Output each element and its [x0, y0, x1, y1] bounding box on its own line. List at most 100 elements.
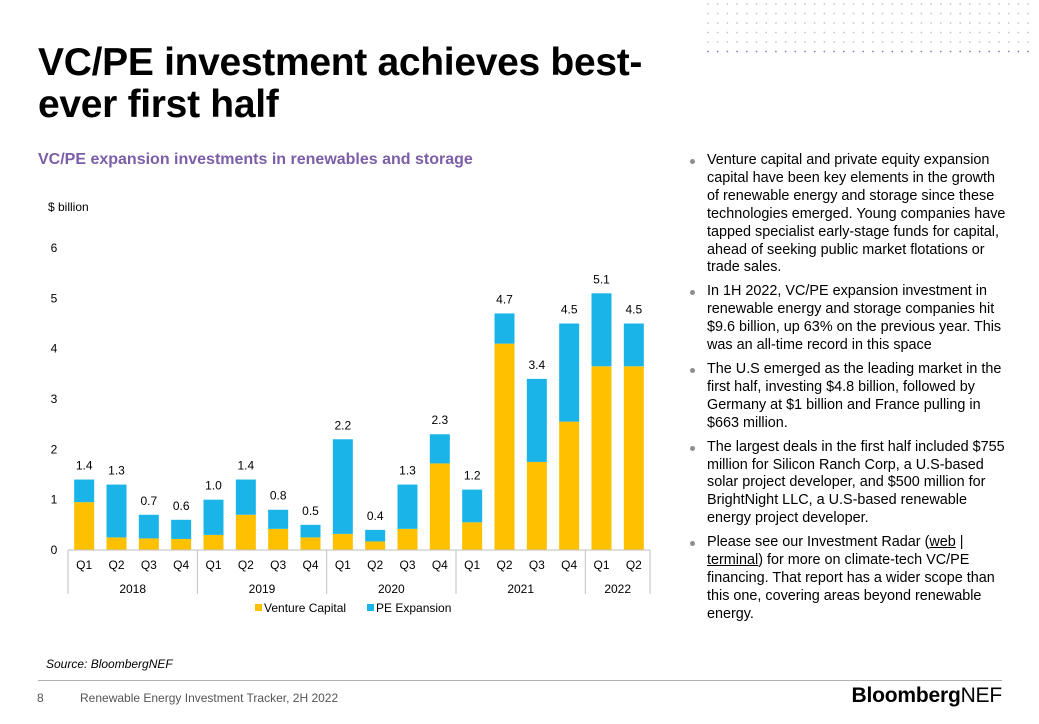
decor-dot	[910, 50, 913, 53]
x-tick-label: Q4	[173, 558, 189, 572]
bar-venture-capital	[203, 534, 224, 550]
decor-dot	[959, 41, 962, 43]
bar-total-label: 1.0	[205, 479, 222, 493]
bar-venture-capital	[623, 366, 644, 550]
page-title: VC/PE investment achieves best-ever firs…	[38, 41, 643, 126]
decor-dot	[939, 22, 942, 24]
x-tick-label: Q3	[270, 558, 286, 572]
decor-dot	[852, 50, 855, 53]
bar-pe-expansion	[365, 529, 386, 542]
bar-venture-capital	[74, 502, 95, 550]
bar-pe-expansion	[559, 323, 580, 422]
decor-dot	[1027, 22, 1029, 24]
bar-pe-expansion	[591, 293, 612, 367]
decor-dot	[998, 12, 1000, 15]
decor-dot	[988, 22, 991, 24]
x-year-label: 2020	[378, 582, 405, 596]
decor-dot	[1027, 12, 1029, 15]
bar-total-label: 0.4	[367, 509, 384, 523]
bar-total-label: 1.4	[76, 459, 93, 473]
decor-dot	[833, 3, 835, 5]
decor-dot	[765, 12, 768, 15]
decor-dot	[755, 41, 758, 43]
bar-total-label: 0.5	[302, 504, 319, 518]
decor-dot	[736, 50, 738, 53]
x-tick-label: Q2	[626, 558, 642, 572]
decor-dot	[998, 41, 1000, 43]
decor-dot	[988, 31, 991, 34]
bar-total-label: 1.4	[237, 459, 254, 473]
x-tick-label: Q2	[496, 558, 512, 572]
decor-dot	[745, 31, 748, 34]
x-tick-label: Q3	[529, 558, 545, 572]
decor-dot	[813, 3, 816, 5]
decor-dot	[881, 12, 884, 15]
bullet-dot-icon	[690, 367, 695, 373]
bar-venture-capital	[591, 366, 612, 550]
bar-pe-expansion	[203, 499, 224, 535]
legend-venture-swatch	[255, 604, 262, 611]
decor-dot	[862, 22, 865, 24]
decor-dot	[726, 31, 729, 34]
x-tick-label: Q1	[335, 558, 351, 572]
decor-dot	[939, 3, 942, 5]
decor-dot	[1017, 50, 1020, 53]
bar-venture-capital	[397, 528, 418, 550]
x-tick-label: Q1	[205, 558, 221, 572]
decor-dot	[716, 12, 719, 15]
decor-dot	[949, 31, 952, 34]
bullet-text: Please see our Investment Radar (	[707, 534, 930, 551]
terminal-link[interactable]: terminal	[707, 552, 759, 569]
decorative-dot-grid	[707, 3, 1029, 53]
decor-dot	[852, 3, 855, 5]
decor-dot	[930, 41, 932, 43]
decor-dot	[745, 3, 748, 5]
decor-dot	[872, 12, 874, 15]
decor-dot	[745, 50, 748, 53]
decor-dot	[988, 41, 991, 43]
decor-dot	[910, 41, 913, 43]
decor-dot	[949, 3, 952, 5]
decor-dot	[804, 22, 806, 24]
decor-dot	[794, 41, 797, 43]
footer-report-name: Renewable Energy Investment Tracker, 2H …	[80, 691, 339, 705]
decor-dot	[716, 50, 719, 53]
decor-dot	[901, 50, 903, 53]
decor-dot	[891, 22, 894, 24]
x-year-label: 2019	[249, 582, 276, 596]
bullet-text: The largest deals in the first half incl…	[707, 438, 1005, 527]
decor-dot	[1027, 50, 1029, 53]
decor-dot	[852, 31, 855, 34]
bullet-dot-icon	[690, 159, 695, 164]
decor-dot	[765, 50, 768, 53]
decor-dot	[1007, 41, 1010, 43]
decor-dot	[969, 22, 971, 24]
decor-dot	[969, 41, 971, 43]
bar-pe-expansion	[526, 378, 547, 462]
bullet-item: In 1H 2022, VC/PE expansion investment i…	[690, 283, 1010, 355]
decor-dot	[978, 3, 981, 5]
bar-total-label: 4.5	[625, 303, 642, 317]
decor-dot	[842, 22, 845, 24]
bar-venture-capital	[268, 528, 289, 550]
x-tick-label: Q4	[561, 558, 577, 572]
decor-dot	[707, 3, 709, 5]
decor-dot	[736, 22, 738, 24]
decor-dot	[949, 41, 952, 43]
decor-dot	[930, 50, 932, 53]
bar-pe-expansion	[106, 484, 127, 538]
decor-dot	[891, 3, 894, 5]
y-unit-label: $ billion	[48, 200, 89, 214]
decor-dot	[813, 31, 816, 34]
chart-source: Source: BloombergNEF	[46, 657, 173, 671]
decor-dot	[959, 31, 962, 34]
web-link[interactable]: web	[929, 534, 956, 551]
decor-dot	[988, 3, 991, 5]
bar-total-label: 3.4	[528, 358, 545, 372]
decor-dot	[794, 12, 797, 15]
bullet-dot-icon	[690, 445, 695, 451]
decor-dot	[804, 50, 806, 53]
decor-dot	[949, 50, 952, 53]
decor-dot	[949, 22, 952, 24]
decor-dot	[930, 12, 932, 15]
